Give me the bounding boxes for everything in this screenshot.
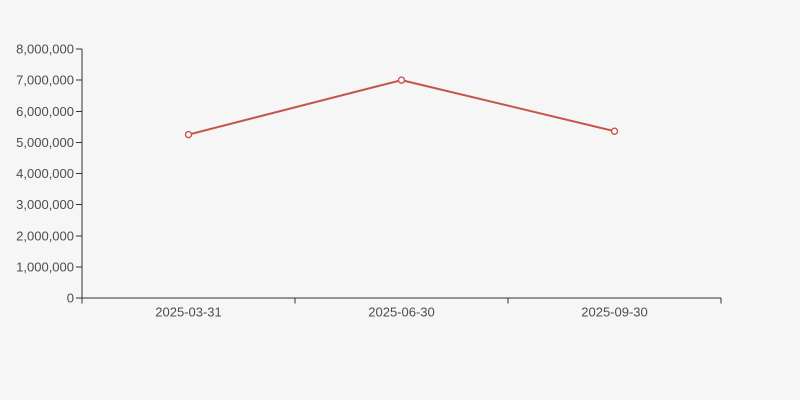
data-point-marker[interactable] xyxy=(397,76,406,84)
y-axis-tick-label: 5,000,000 xyxy=(16,135,74,150)
y-axis-tick-label: 2,000,000 xyxy=(16,228,74,243)
y-axis-tick-label: 1,000,000 xyxy=(16,259,74,274)
y-axis-tick-label: 0 xyxy=(67,291,74,306)
x-axis-tick-label: 2025-06-30 xyxy=(368,305,435,320)
y-axis-tick-label: 3,000,000 xyxy=(16,197,74,212)
x-axis-tick-label: 2025-09-30 xyxy=(581,305,648,320)
y-axis-tick-label: 6,000,000 xyxy=(16,104,74,119)
y-axis-tick-label: 8,000,000 xyxy=(16,42,74,57)
y-axis-tick-label: 7,000,000 xyxy=(16,73,74,88)
series-line xyxy=(187,79,616,136)
y-axis-tick-label: 4,000,000 xyxy=(16,166,74,181)
data-point-marker[interactable] xyxy=(184,130,193,139)
data-point-marker[interactable] xyxy=(610,127,619,135)
x-axis-tick-label: 2025-03-31 xyxy=(155,305,222,320)
